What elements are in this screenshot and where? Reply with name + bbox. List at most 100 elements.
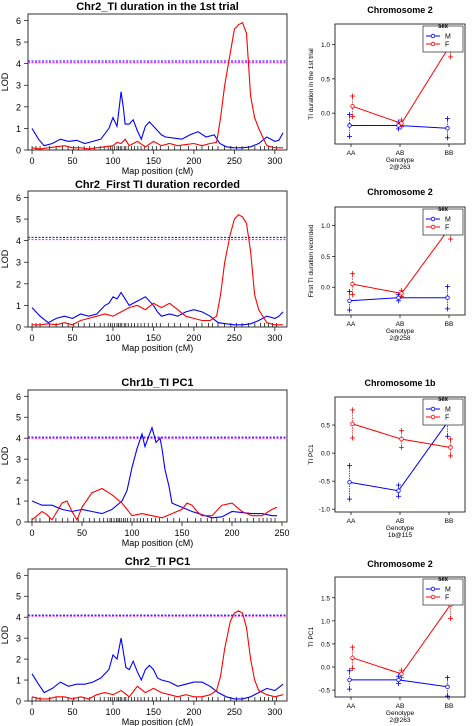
lod-curve-blue <box>31 637 284 700</box>
x-axis-label: Map position (cM) <box>122 717 194 726</box>
plot-frame <box>27 13 288 151</box>
x-tick-label: 300 <box>267 707 282 717</box>
mean-point <box>399 121 404 126</box>
legend-marker <box>430 414 436 420</box>
lod-curve-red <box>31 487 278 522</box>
chart-title: Chromosome 1b <box>364 378 436 388</box>
x-tick-label: 0 <box>29 528 34 538</box>
x-tick-label: 100 <box>105 707 120 717</box>
mean-point <box>350 104 355 109</box>
y-tick-label: 5 <box>16 413 21 423</box>
legend-marker <box>430 216 436 222</box>
x-axis-label: Map position (cM) <box>122 166 194 176</box>
x-tick-label: 50 <box>68 707 78 717</box>
mean-point <box>347 123 352 128</box>
legend-marker <box>430 224 436 230</box>
legend-label: F <box>445 415 449 422</box>
x-tick-label: AB <box>396 321 405 328</box>
x-tick-label: 200 <box>186 707 201 717</box>
x-tick-label: 150 <box>146 707 161 717</box>
y-tick-label: 3 <box>16 258 21 268</box>
x-tick-label: AB <box>396 703 405 710</box>
y-tick-label: 1.0 <box>321 42 330 49</box>
x-tick-label: 50 <box>68 156 78 166</box>
effect-line-F <box>352 604 451 675</box>
y-tick-label: 6 <box>16 392 21 402</box>
y-tick-label: 1.0 <box>321 618 330 625</box>
chart-title: Chr2_First TI duration recorded <box>75 179 240 191</box>
y-tick-label: 2 <box>16 102 21 112</box>
mean-point <box>350 421 355 427</box>
y-tick-label: 2 <box>16 655 21 665</box>
x-tick-label: 250 <box>227 707 242 717</box>
y-tick-label: 0.5 <box>321 641 330 648</box>
x-axis-label: Map position (cM) <box>122 538 194 548</box>
legend-box <box>422 208 464 236</box>
y-tick-label: 0.5 <box>321 254 330 261</box>
y-tick-label: 5 <box>16 592 21 602</box>
lod-panel-4: Chr2_TI PC1 0 1 2 3 4 5 6 0 50 100 150 200 250 300 Map … <box>0 556 288 726</box>
y-axis-label: LOD <box>0 249 10 268</box>
legend-box <box>422 398 464 426</box>
lod-curve-blue <box>31 425 277 519</box>
y-tick-label: 0.0 <box>321 665 330 672</box>
mean-point <box>396 488 401 493</box>
x-tick-label: 300 <box>267 333 282 343</box>
mean-point <box>347 298 352 304</box>
y-tick-label: 1 <box>16 676 21 686</box>
x-tick-label: 100 <box>124 528 139 538</box>
legend-marker <box>430 33 436 39</box>
y-tick-label: 0 <box>16 146 21 156</box>
y-tick-label: 2 <box>16 279 21 289</box>
legend-title: sex <box>438 207 449 213</box>
x-axis-sublabel: 1b@115 <box>388 532 413 539</box>
plot-frame <box>27 190 288 328</box>
effect-line-F <box>352 44 451 125</box>
chart-title: Chromosome 2 <box>367 187 433 197</box>
lod-panel-3: Chr1b_TI PC1 0 1 2 3 4 5 6 0 50 100 150 200 250 Map po… <box>0 377 290 548</box>
legend-box <box>422 25 464 53</box>
chart-title: Chr1b_TI PC1 <box>121 377 193 389</box>
x-axis-label: Genotype <box>386 710 415 717</box>
chart-title: Chr2_TI duration in the 1st trial <box>76 1 239 13</box>
y-tick-label: 0 <box>16 323 21 333</box>
effect-panel-1: Chromosome 2 0.0 0.5 1.0 AA AB BB Genotype2@263… <box>308 5 466 171</box>
mean-point <box>347 480 352 485</box>
x-tick-label: 250 <box>227 156 242 166</box>
lod-panel-2: Chr2_First TI duration recorded 0 1 2 3 4 5 6 0 5… <box>0 179 288 353</box>
legend-label: F <box>445 42 449 49</box>
y-axis-label: First TI duration recorded <box>308 224 315 297</box>
y-tick-label: 2 <box>16 476 21 486</box>
y-tick-label: 6 <box>16 16 21 26</box>
y-tick-label: 5 <box>16 38 21 48</box>
mean-point <box>350 655 355 660</box>
effect-panel-2: Chromosome 2 0.0 0.5 1.0 AA AB BB Genotype2@258… <box>308 187 466 342</box>
effect-panel-4: Chromosome 2 -0.5 0.0 0.5 1.0 1.5 AA AB BB Genoty… <box>308 559 466 724</box>
x-tick-label: 250 <box>274 528 289 538</box>
x-tick-label: 150 <box>146 333 161 343</box>
effect-line-M <box>349 421 448 492</box>
effect-line-F <box>352 226 451 294</box>
y-tick-label: 0 <box>16 697 21 707</box>
mean-point <box>445 126 450 131</box>
effect-panel-3: Chromosome 1b -1.0 -0.5 0.0 0.5 AA AB BB Genotyp… <box>308 378 466 539</box>
y-tick-label: 1 <box>16 301 21 311</box>
x-tick-label: AB <box>396 150 405 157</box>
legend-marker <box>430 594 436 600</box>
lod-panel-1: Chr2_TI duration in the 1st trial 0 1 2 3 4 5 6… <box>0 1 288 176</box>
lod-curve-red <box>31 21 283 150</box>
legend-title: sex <box>438 577 449 583</box>
y-tick-label: 0.0 <box>321 285 330 292</box>
y-tick-label: 3 <box>16 81 21 91</box>
y-axis-label: TI duration in the 1st trial <box>308 48 315 120</box>
x-tick-label: 50 <box>68 333 78 343</box>
legend-label: M <box>445 407 451 414</box>
x-tick-label: 300 <box>267 156 282 166</box>
mean-point <box>399 671 404 677</box>
y-tick-label: 1.0 <box>321 223 330 230</box>
y-tick-label: 6 <box>16 193 21 203</box>
x-tick-label: 50 <box>77 528 87 538</box>
legend-title: sex <box>438 24 449 30</box>
x-axis-sublabel: 2@263 <box>389 717 410 724</box>
x-tick-label: 0 <box>30 333 35 343</box>
